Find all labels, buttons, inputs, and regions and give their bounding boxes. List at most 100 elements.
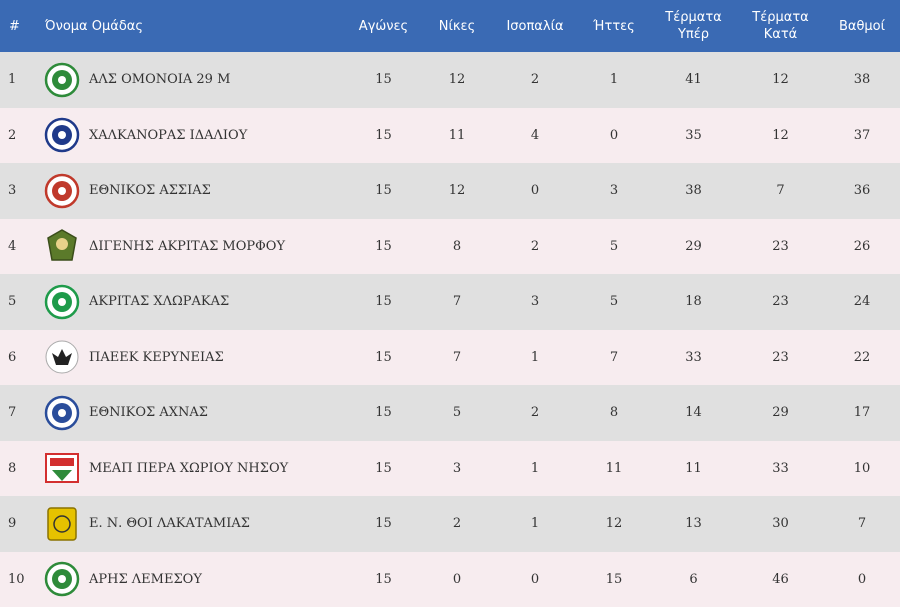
goals-for-cell: 11 (650, 441, 737, 497)
position-cell: 6 (0, 330, 37, 386)
draws-cell: 0 (492, 163, 578, 219)
team-cell[interactable]: ΑΚΡΙΤΑΣ ΧΛΩΡΑΚΑΣ (37, 274, 345, 330)
wins-cell: 5 (422, 385, 492, 441)
team-name[interactable]: ΕΘΝΙΚΟΣ ΑΣΣΙΑΣ (89, 183, 211, 198)
team-cell[interactable]: ΠΑΕΕΚ ΚΕΡΥΝΕΙΑΣ (37, 330, 345, 386)
goals-against-cell: 23 (737, 219, 824, 275)
goals-for-cell: 33 (650, 330, 737, 386)
goals-for-cell: 6 (650, 552, 737, 607)
played-cell: 15 (345, 385, 422, 441)
losses-cell: 1 (578, 52, 650, 108)
wins-cell: 12 (422, 52, 492, 108)
header-team[interactable]: Όνομα Ομάδας (37, 0, 345, 52)
goals-against-cell: 23 (737, 274, 824, 330)
played-cell: 15 (345, 108, 422, 164)
wins-cell: 11 (422, 108, 492, 164)
wins-cell: 7 (422, 274, 492, 330)
digenis-crest-icon (43, 227, 81, 265)
ethnikos-achnas-crest-icon (43, 394, 81, 432)
team-info: ΑΚΡΙΤΑΣ ΧΛΩΡΑΚΑΣ (43, 283, 345, 321)
draws-cell: 1 (492, 441, 578, 497)
team-name[interactable]: ΑΡΗΣ ΛΕΜΕΣΟΥ (89, 572, 202, 587)
played-cell: 15 (345, 219, 422, 275)
team-info: ΜΕΑΠ ΠΕΡΑ ΧΩΡΙΟΥ ΝΗΣΟΥ (43, 449, 345, 487)
position-cell: 9 (0, 496, 37, 552)
header-draws[interactable]: Ισοπαλία (492, 0, 578, 52)
played-cell: 15 (345, 163, 422, 219)
team-cell[interactable]: ΕΘΝΙΚΟΣ ΑΧΝΑΣ (37, 385, 345, 441)
team-name[interactable]: ΜΕΑΠ ΠΕΡΑ ΧΩΡΙΟΥ ΝΗΣΟΥ (89, 461, 288, 476)
team-info: ΑΡΗΣ ΛΕΜΕΣΟΥ (43, 560, 345, 598)
draws-cell: 2 (492, 52, 578, 108)
losses-cell: 12 (578, 496, 650, 552)
header-goals-for-line2: Υπέρ (678, 27, 709, 42)
team-cell[interactable]: ΑΛΣ ΟΜΟΝΟΙΑ 29 Μ (37, 52, 345, 108)
draws-cell: 1 (492, 330, 578, 386)
team-name[interactable]: ΔΙΓΕΝΗΣ ΑΚΡΙΤΑΣ ΜΟΡΦΟΥ (89, 239, 285, 254)
draws-cell: 0 (492, 552, 578, 607)
wins-cell: 3 (422, 441, 492, 497)
team-cell[interactable]: ΧΑΛΚΑΝΟΡΑΣ ΙΔΑΛΙΟΥ (37, 108, 345, 164)
team-info: ΠΑΕΕΚ ΚΕΡΥΝΕΙΑΣ (43, 338, 345, 376)
header-losses[interactable]: Ήττες (578, 0, 650, 52)
team-cell[interactable]: ΕΘΝΙΚΟΣ ΑΣΣΙΑΣ (37, 163, 345, 219)
position-cell: 4 (0, 219, 37, 275)
chalkanoras-crest-icon (43, 116, 81, 154)
header-points[interactable]: Βαθμοί (824, 0, 900, 52)
header-goals-for[interactable]: Τέρματα Υπέρ (650, 0, 737, 52)
goals-against-cell: 30 (737, 496, 824, 552)
header-wins[interactable]: Νίκες (422, 0, 492, 52)
losses-cell: 11 (578, 441, 650, 497)
played-cell: 15 (345, 52, 422, 108)
played-cell: 15 (345, 330, 422, 386)
team-name[interactable]: Ε. Ν. ΘΟΙ ΛΑΚΑΤΑΜΙΑΣ (89, 516, 250, 531)
team-name[interactable]: ΧΑΛΚΑΝΟΡΑΣ ΙΔΑΛΙΟΥ (89, 128, 247, 143)
team-cell[interactable]: ΔΙΓΕΝΗΣ ΑΚΡΙΤΑΣ ΜΟΡΦΟΥ (37, 219, 345, 275)
goals-for-cell: 18 (650, 274, 737, 330)
team-name[interactable]: ΑΛΣ ΟΜΟΝΟΙΑ 29 Μ (89, 72, 230, 87)
team-name[interactable]: ΑΚΡΙΤΑΣ ΧΛΩΡΑΚΑΣ (89, 294, 229, 309)
goals-against-cell: 12 (737, 108, 824, 164)
team-cell[interactable]: ΜΕΑΠ ΠΕΡΑ ΧΩΡΙΟΥ ΝΗΣΟΥ (37, 441, 345, 497)
goals-against-cell: 7 (737, 163, 824, 219)
akritas-crest-icon (43, 283, 81, 321)
losses-cell: 5 (578, 274, 650, 330)
header-goals-for-line1: Τέρματα (665, 10, 721, 25)
header-position[interactable]: # (0, 0, 37, 52)
losses-cell: 5 (578, 219, 650, 275)
goals-for-cell: 29 (650, 219, 737, 275)
position-cell: 5 (0, 274, 37, 330)
aris-crest-icon (43, 560, 81, 598)
team-name[interactable]: ΕΘΝΙΚΟΣ ΑΧΝΑΣ (89, 405, 208, 420)
wins-cell: 2 (422, 496, 492, 552)
team-info: Ε. Ν. ΘΟΙ ΛΑΚΑΤΑΜΙΑΣ (43, 505, 345, 543)
wins-cell: 12 (422, 163, 492, 219)
team-info: ΔΙΓΕΝΗΣ ΑΚΡΙΤΑΣ ΜΟΡΦΟΥ (43, 227, 345, 265)
draws-cell: 1 (492, 496, 578, 552)
team-name[interactable]: ΠΑΕΕΚ ΚΕΡΥΝΕΙΑΣ (89, 350, 224, 365)
played-cell: 15 (345, 552, 422, 607)
team-cell[interactable]: Ε. Ν. ΘΟΙ ΛΑΚΑΤΑΜΙΑΣ (37, 496, 345, 552)
meap-crest-icon (43, 449, 81, 487)
wins-cell: 7 (422, 330, 492, 386)
team-info: ΕΘΝΙΚΟΣ ΑΣΣΙΑΣ (43, 172, 345, 210)
header-goals-against-line1: Τέρματα (752, 10, 808, 25)
thoi-crest-icon (43, 505, 81, 543)
team-cell[interactable]: ΑΡΗΣ ΛΕΜΕΣΟΥ (37, 552, 345, 607)
header-played[interactable]: Αγώνες (345, 0, 422, 52)
played-cell: 15 (345, 274, 422, 330)
points-cell: 10 (824, 441, 900, 497)
omonoia-crest-icon (43, 61, 81, 99)
points-cell: 26 (824, 219, 900, 275)
